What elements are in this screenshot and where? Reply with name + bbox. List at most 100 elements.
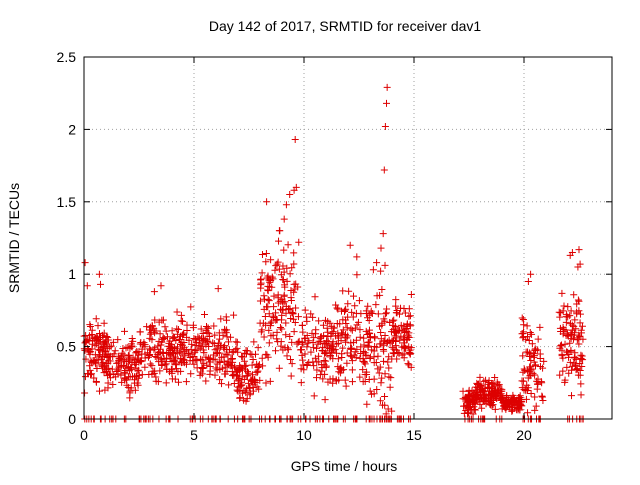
data-point: [389, 317, 397, 325]
data-point: [343, 324, 351, 332]
data-point: [368, 310, 376, 318]
data-point: [153, 353, 161, 361]
data-point: [499, 399, 507, 407]
data-point: [198, 356, 206, 364]
y-axis-label: SRMTID / TECUs: [6, 183, 22, 293]
data-point: [99, 348, 107, 356]
data-point: [138, 350, 146, 358]
data-point: [309, 313, 317, 321]
data-point: [255, 361, 263, 369]
data-point: [156, 345, 164, 353]
data-point: [91, 351, 99, 359]
data-point: [152, 377, 160, 385]
data-point: [566, 312, 574, 320]
data-point: [401, 344, 409, 352]
data-point: [168, 365, 176, 373]
data-point: [464, 403, 472, 411]
data-point: [333, 340, 341, 348]
data-point: [403, 320, 411, 328]
data-point: [377, 379, 385, 387]
data-point: [264, 272, 272, 280]
data-point: [352, 353, 360, 361]
data-point: [388, 343, 396, 351]
data-point: [134, 381, 142, 389]
data-point: [287, 372, 295, 380]
data-point: [471, 406, 479, 414]
data-point: [524, 277, 532, 285]
data-point: [298, 351, 306, 359]
data-point: [540, 357, 548, 365]
data-point: [129, 354, 137, 362]
data-point: [148, 362, 156, 370]
data-point: [177, 359, 185, 367]
data-point: [475, 395, 483, 403]
data-point: [145, 353, 153, 361]
data-point: [386, 319, 394, 327]
data-point: [533, 385, 541, 393]
data-point: [104, 372, 112, 380]
data-point: [401, 335, 409, 343]
data-point: [123, 363, 131, 371]
data-point: [505, 403, 513, 411]
data-point: [476, 373, 484, 381]
data-point: [564, 303, 572, 311]
data-point: [530, 353, 538, 361]
data-point: [526, 352, 534, 360]
data-point: [556, 371, 564, 379]
data-point: [570, 291, 578, 299]
data-point: [156, 367, 164, 375]
data-point: [314, 340, 322, 348]
data-point: [120, 327, 128, 335]
data-point: [460, 409, 468, 417]
data-point: [315, 317, 323, 325]
data-point: [315, 352, 323, 360]
data-point: [141, 343, 149, 351]
data-point: [239, 353, 247, 361]
data-point: [571, 316, 579, 324]
data-point: [172, 365, 180, 373]
data-point: [392, 296, 400, 304]
data-point: [281, 283, 289, 291]
data-point: [339, 316, 347, 324]
data-point: [489, 397, 497, 405]
data-point: [81, 373, 89, 381]
data-point: [491, 387, 499, 395]
data-point: [313, 366, 321, 374]
data-point: [262, 379, 270, 387]
data-point: [336, 320, 344, 328]
data-point: [390, 316, 398, 324]
data-point: [260, 333, 268, 341]
data-point: [162, 360, 170, 368]
data-point: [242, 389, 250, 397]
data-point: [370, 353, 378, 361]
data-point: [132, 358, 140, 366]
y-tick-label: 1: [68, 266, 76, 282]
data-point: [574, 263, 582, 271]
data-point: [190, 334, 198, 342]
data-point: [95, 387, 103, 395]
data-point: [321, 316, 329, 324]
data-point: [132, 373, 140, 381]
data-point: [300, 366, 308, 374]
data-point: [173, 347, 181, 355]
data-point: [575, 246, 583, 254]
data-point: [299, 340, 307, 348]
data-point: [522, 387, 530, 395]
data-point: [109, 338, 117, 346]
data-point: [192, 356, 200, 364]
data-point: [230, 380, 238, 388]
data-point: [215, 329, 223, 337]
data-point: [360, 334, 368, 342]
data-point: [356, 373, 364, 381]
data-point: [523, 322, 531, 330]
data-point: [569, 335, 577, 343]
data-point: [557, 328, 565, 336]
data-point: [385, 364, 393, 372]
data-point: [291, 318, 299, 326]
data-point: [270, 292, 278, 300]
data-point: [260, 292, 268, 300]
data-point: [81, 389, 89, 397]
data-point: [256, 319, 264, 327]
data-point: [579, 335, 587, 343]
data-point: [334, 363, 342, 371]
